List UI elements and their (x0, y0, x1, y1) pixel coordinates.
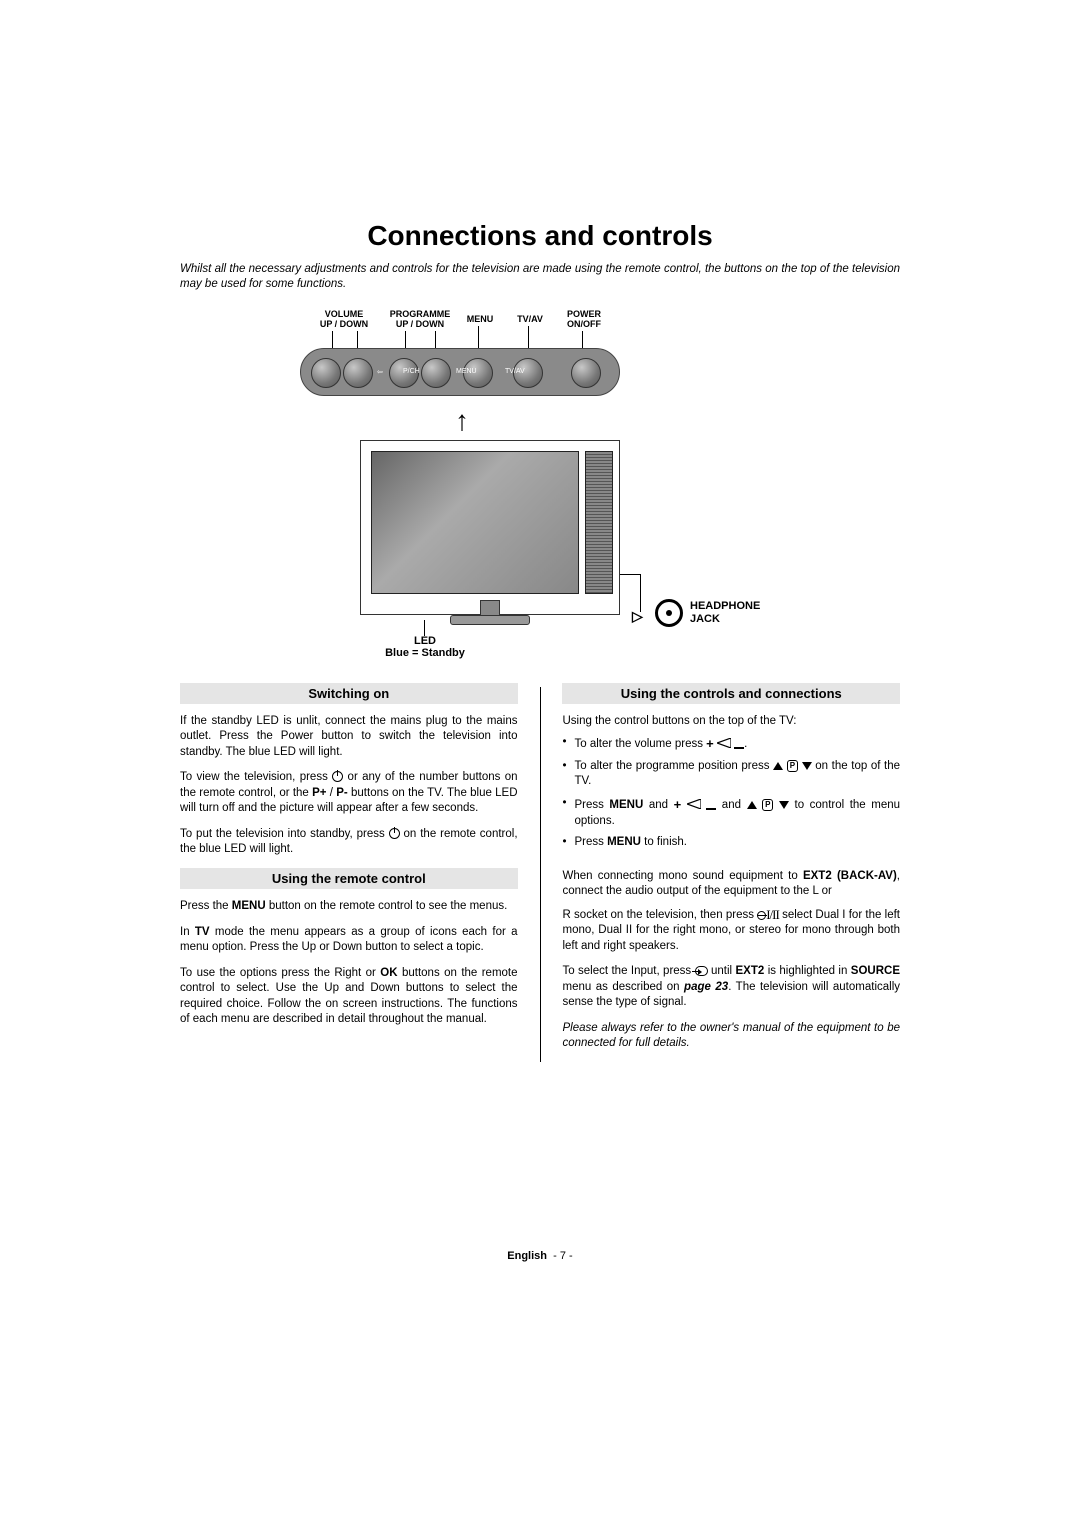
bullet: • Press MENU to finish. (562, 835, 900, 851)
power-icon (332, 771, 343, 782)
source-icon (695, 966, 708, 976)
dual-audio-icon: I/II (757, 906, 779, 924)
bullet: • To alter the volume press + . (562, 735, 900, 753)
para: In TV mode the menu appears as a group o… (180, 925, 518, 956)
para: Press the MENU button on the remote cont… (180, 899, 518, 915)
panel-lbl: MENU (456, 368, 477, 375)
panel-lbl: ⇦ (377, 368, 383, 376)
intro-text: Whilst all the necessary adjustments and… (180, 262, 900, 292)
tv-diagram: VOLUMEUP / DOWN PROGRAMMEUP / DOWN MENU … (180, 310, 900, 665)
para: To use the options press the Right or OK… (180, 966, 518, 1028)
section-switching-on: Switching on (180, 683, 518, 704)
p-icon: P (787, 760, 798, 772)
side-arrow (640, 574, 641, 612)
hp-arrow-icon: ▷ (632, 608, 643, 625)
section-controls: Using the controls and connections (562, 683, 900, 704)
button-panel: ⇦ P/CH MENU TV/AV (300, 348, 620, 396)
tv-body (360, 440, 620, 615)
volume-icon (687, 799, 701, 809)
para: To view the television, press or any of … (180, 770, 518, 817)
minus-icon (734, 747, 744, 749)
up-arrow-icon: ↑ (455, 405, 469, 437)
power-icon (389, 828, 400, 839)
panel-lbl: TV/AV (505, 368, 525, 375)
panel-btn (571, 358, 601, 388)
page-content: Connections and controls Whilst all the … (180, 220, 900, 1062)
minus-icon (706, 808, 716, 810)
para: R socket on the television, then press I… (562, 906, 900, 955)
plus-icon: + (674, 797, 682, 812)
label-volume: VOLUMEUP / DOWN (315, 310, 373, 330)
para: Using the control buttons on the top of … (562, 714, 900, 730)
headphone-jack-icon (655, 599, 683, 627)
bullet: • To alter the programme position press … (562, 759, 900, 790)
tv-stand (450, 615, 530, 625)
panel-btn (421, 358, 451, 388)
volume-icon (717, 738, 731, 748)
text-columns: Switching on If the standby LED is unlit… (180, 683, 900, 1062)
triangle-down-icon (802, 762, 812, 770)
label-programme: PROGRAMMEUP / DOWN (385, 310, 455, 330)
page-title: Connections and controls (180, 220, 900, 252)
column-divider (540, 687, 541, 1062)
headphone-label: HEADPHONEJACK (690, 600, 760, 625)
section-remote: Using the remote control (180, 868, 518, 889)
label-tvav: TV/AV (510, 315, 550, 325)
led-leader (424, 620, 425, 636)
page-footer: English - 7 - (180, 1250, 900, 1262)
left-column: Switching on If the standby LED is unlit… (180, 683, 518, 1062)
bullet: • Press MENU and + and P to control the … (562, 796, 900, 829)
panel-btn (311, 358, 341, 388)
led-label: LED Blue = Standby (375, 635, 475, 659)
tv-speaker (585, 451, 613, 594)
p-icon: P (762, 799, 773, 811)
label-menu: MENU (460, 315, 500, 325)
triangle-down-icon (779, 801, 789, 809)
para-italic: Please always refer to the owner's manua… (562, 1021, 900, 1052)
para: To select the Input, press until EXT2 is… (562, 964, 900, 1011)
side-arrow (620, 574, 640, 575)
right-column: Using the controls and connections Using… (562, 683, 900, 1062)
panel-btn (343, 358, 373, 388)
para: When connecting mono sound equipment to … (562, 869, 900, 900)
triangle-up-icon (747, 801, 757, 809)
plus-icon: + (706, 736, 714, 751)
label-power: POWERON/OFF (559, 310, 609, 330)
para: If the standby LED is unlit, connect the… (180, 714, 518, 761)
triangle-up-icon (773, 762, 783, 770)
tv-screen (371, 451, 579, 594)
para: To put the television into standby, pres… (180, 827, 518, 858)
panel-lbl: P/CH (403, 368, 420, 375)
